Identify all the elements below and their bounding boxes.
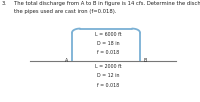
- Text: B: B: [143, 58, 147, 63]
- Text: D = 18 in: D = 18 in: [97, 41, 119, 46]
- Text: f = 0.018: f = 0.018: [97, 83, 119, 88]
- Text: L = 6000 ft: L = 6000 ft: [95, 32, 121, 37]
- Text: The total discharge from A to B in figure is 14 cfs. Determine the discharge in : The total discharge from A to B in figur…: [14, 1, 200, 6]
- Text: f = 0.018: f = 0.018: [97, 50, 119, 55]
- Text: 3.: 3.: [2, 1, 7, 6]
- Text: the pipes used are cast iron (f=0.018).: the pipes used are cast iron (f=0.018).: [14, 9, 116, 14]
- Text: D = 12 in: D = 12 in: [97, 73, 119, 78]
- Text: L = 2000 ft: L = 2000 ft: [95, 64, 121, 69]
- Text: A: A: [65, 58, 69, 63]
